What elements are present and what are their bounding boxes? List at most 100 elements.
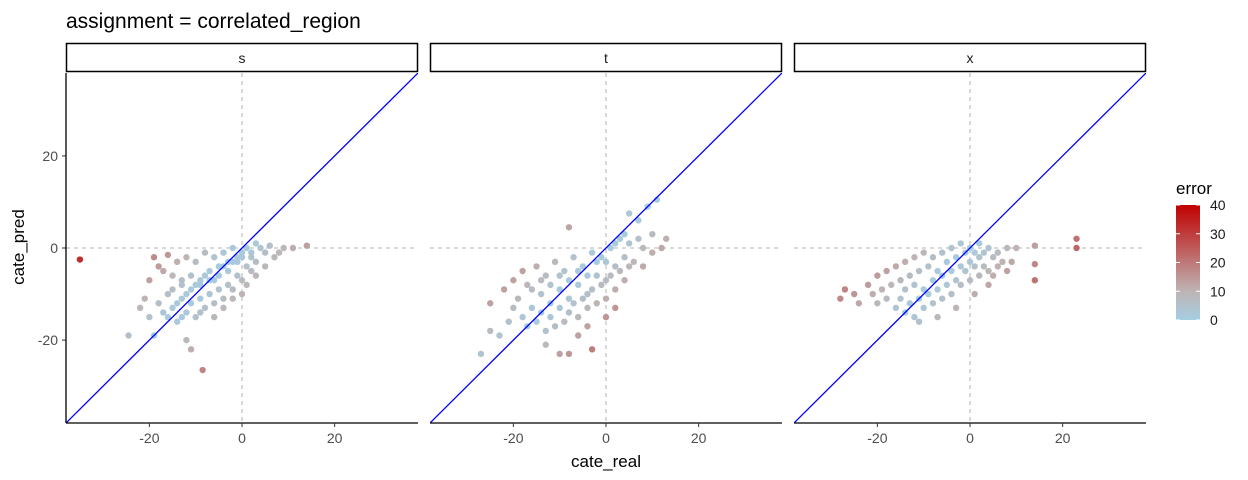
data-point (901, 258, 909, 266)
data-point (883, 267, 890, 275)
data-point (584, 290, 591, 298)
x-tick-label: 20 (1055, 430, 1071, 446)
data-point (243, 263, 250, 270)
data-point (248, 267, 255, 275)
data-point (229, 286, 236, 293)
data-point (915, 318, 923, 325)
data-point (939, 249, 946, 256)
data-point (625, 240, 633, 247)
facet-strip-label: s (239, 50, 246, 66)
data-point (229, 258, 236, 266)
data-point (215, 286, 223, 293)
data-point (1031, 242, 1039, 249)
data-point (155, 263, 162, 270)
data-point (915, 267, 923, 275)
error-legend: error 0 10 20 30 40 (1176, 179, 1226, 328)
data-point (561, 318, 568, 325)
data-point (519, 267, 526, 275)
data-point (519, 313, 526, 321)
data-point (588, 249, 596, 256)
data-point (211, 313, 218, 321)
data-point (584, 272, 591, 279)
data-point (528, 286, 536, 293)
data-point (169, 286, 176, 293)
data-point (229, 244, 236, 252)
data-point (911, 254, 918, 261)
facet-strip (429, 42, 783, 73)
data-point (897, 277, 904, 284)
data-point (1008, 258, 1015, 266)
data-point (966, 258, 974, 266)
data-point (612, 263, 619, 270)
identity-line (430, 73, 782, 423)
data-point (855, 300, 863, 307)
data-point (616, 235, 624, 242)
x-tick-label: 20 (691, 430, 707, 446)
data-point (487, 300, 494, 307)
data-point (187, 300, 195, 307)
data-point (192, 281, 199, 289)
data-point (957, 240, 964, 247)
data-point (888, 281, 895, 289)
x-tick-label: 0 (966, 430, 974, 446)
data-point (925, 263, 932, 270)
x-tick-label: -20 (139, 430, 159, 446)
plot-area (430, 73, 782, 423)
data-point (164, 251, 172, 259)
data-point (612, 304, 619, 312)
data-point (496, 332, 503, 339)
data-point (561, 267, 568, 275)
data-point (616, 267, 624, 275)
data-point (146, 313, 153, 321)
data-point (197, 281, 204, 289)
data-point (864, 281, 872, 289)
data-point (920, 249, 927, 256)
data-point (911, 313, 918, 321)
data-point (211, 300, 218, 307)
data-point (943, 258, 951, 266)
data-point (1003, 267, 1011, 275)
data-point (934, 286, 941, 293)
data-point (1013, 244, 1020, 252)
data-point (1073, 244, 1080, 252)
data-point (141, 295, 148, 302)
facet-strip-label: t (604, 50, 608, 66)
data-point (248, 254, 255, 261)
data-point (1003, 244, 1011, 252)
data-point (192, 313, 199, 321)
data-point (658, 244, 665, 252)
data-point (575, 332, 582, 339)
data-point (971, 290, 978, 298)
data-point (625, 263, 633, 270)
data-point (173, 258, 181, 266)
data-point (556, 272, 563, 279)
data-point (883, 295, 890, 302)
legend-tick-label: 0 (1210, 312, 1218, 328)
data-point (994, 263, 1001, 270)
data-point (635, 235, 642, 242)
data-point (201, 304, 209, 312)
data-point (911, 281, 918, 289)
data-point (542, 272, 549, 279)
data-point (477, 350, 485, 358)
data-point (976, 254, 983, 261)
facet-strip-label: x (967, 50, 974, 66)
data-point (261, 263, 269, 270)
data-point (173, 318, 181, 325)
data-point (150, 254, 158, 261)
data-point (649, 249, 656, 256)
data-point (985, 281, 992, 289)
data-point (164, 290, 172, 298)
facet-panel-x: x -20 0 20 (793, 42, 1147, 446)
data-point (906, 300, 913, 307)
data-point (500, 286, 508, 293)
data-point (630, 258, 637, 266)
data-point (556, 350, 563, 358)
data-point (929, 254, 937, 261)
data-point (547, 281, 554, 289)
data-point (878, 286, 886, 293)
data-point (999, 258, 1006, 266)
data-point (178, 295, 185, 302)
data-point (980, 249, 988, 256)
